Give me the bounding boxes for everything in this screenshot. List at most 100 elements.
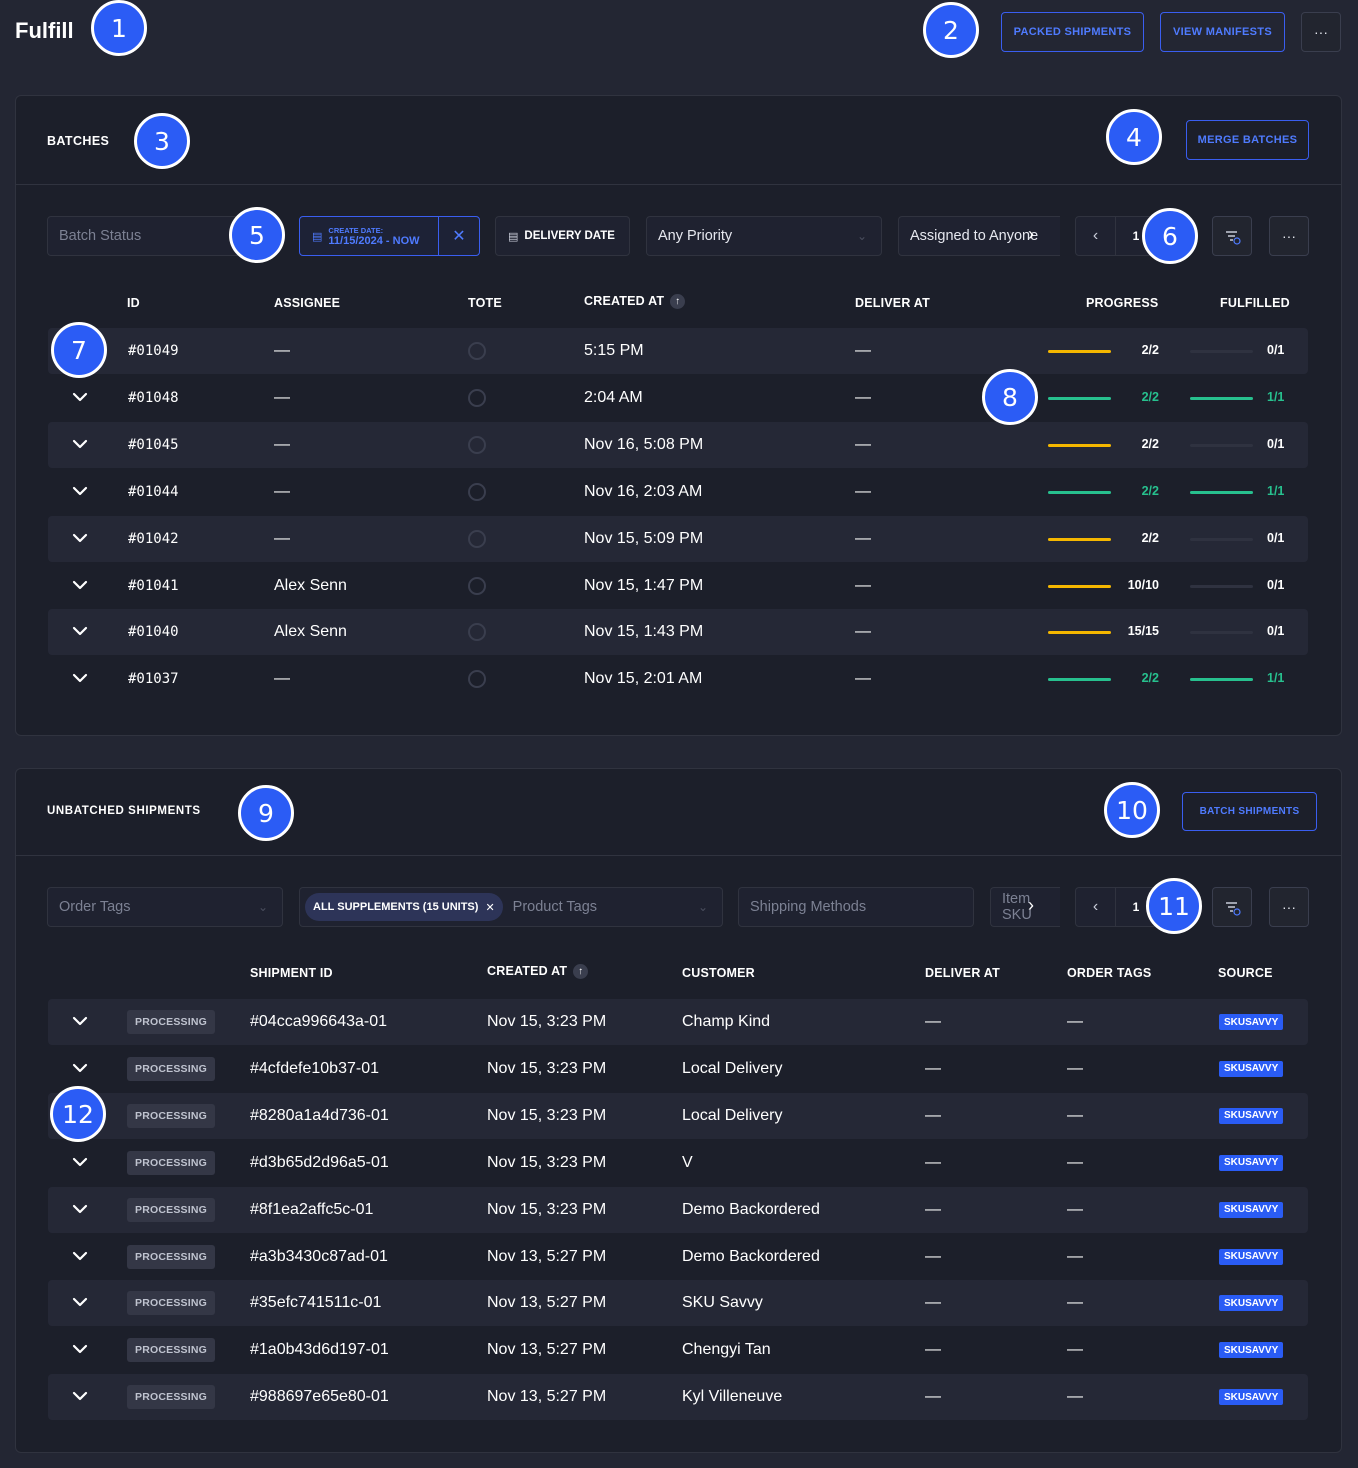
shipping-methods-filter[interactable]: Shipping Methods: [738, 887, 974, 927]
filter-settings-button[interactable]: [1212, 887, 1252, 927]
shipment-row[interactable]: PROCESSING #8f1ea2affc5c-01 Nov 15, 3:23 P…: [48, 1186, 1308, 1233]
batch-id[interactable]: #01048: [128, 389, 179, 406]
shipment-order-tags: —: [1067, 1013, 1083, 1030]
view-manifests-button[interactable]: VIEW MANIFESTS: [1160, 12, 1285, 52]
col-shipment-id[interactable]: SHIPMENT ID: [250, 966, 333, 980]
shipment-id[interactable]: #4cfdefe10b37-01: [250, 1059, 379, 1077]
col-order-tags[interactable]: ORDER TAGS: [1067, 966, 1152, 980]
merge-batches-button[interactable]: MERGE BATCHES: [1186, 120, 1309, 160]
item-sku-filter[interactable]: Item SKU: [990, 887, 1060, 927]
batch-id[interactable]: #01042: [128, 530, 179, 547]
expand-chevron-icon[interactable]: [70, 1246, 90, 1266]
batch-row[interactable]: #01037 — Nov 15, 2:01 AM — 2/2 1/1: [48, 656, 1308, 702]
fulfilled-bar: [1190, 350, 1253, 353]
batch-row[interactable]: #01048 — 2:04 AM — 2/2 1/1: [48, 375, 1308, 421]
unbatched-more-button[interactable]: ···: [1269, 887, 1309, 927]
shipment-customer: Chengyi Tan: [682, 1341, 771, 1359]
batch-shipments-button[interactable]: BATCH SHIPMENTS: [1182, 792, 1317, 831]
packed-shipments-button[interactable]: PACKED SHIPMENTS: [1001, 12, 1144, 52]
shipment-id[interactable]: #35efc741511c-01: [250, 1294, 382, 1312]
assigned-select[interactable]: Assigned to Anyone: [898, 216, 1060, 256]
shipment-id[interactable]: #d3b65d2d96a5-01: [250, 1153, 389, 1171]
create-date-filter[interactable]: ▤ CREATE DATE: 11/15/2024 - NOW ✕: [299, 216, 480, 256]
col-source[interactable]: SOURCE: [1218, 966, 1273, 980]
col-customer[interactable]: CUSTOMER: [682, 966, 755, 980]
col-deliver-at[interactable]: DELIVER AT: [925, 966, 1000, 980]
batch-row[interactable]: #01049 — 5:15 PM — 2/2 0/1: [48, 328, 1308, 374]
shipment-row[interactable]: PROCESSING #4cfdefe10b37-01 Nov 15, 3:23 P…: [48, 1046, 1308, 1092]
batch-status-filter[interactable]: Batch Status: [47, 216, 247, 256]
shipment-customer: SKU Savvy: [682, 1294, 763, 1312]
scroll-right-icon[interactable]: ›: [1028, 224, 1034, 244]
shipment-row[interactable]: PROCESSING #35efc741511c-01 Nov 13, 5:27 P…: [48, 1280, 1308, 1327]
remove-tag-icon[interactable]: ✕: [485, 901, 495, 914]
batch-row[interactable]: #01041 Alex Senn Nov 15, 1:47 PM — 10/10 0/1: [48, 563, 1308, 609]
priority-select[interactable]: Any Priority ⌄: [646, 216, 882, 256]
expand-chevron-icon[interactable]: [70, 434, 90, 454]
batch-id[interactable]: #01045: [128, 436, 179, 453]
shipment-id[interactable]: #04cca996643a-01: [250, 1013, 388, 1030]
filter-settings-button[interactable]: [1212, 216, 1252, 256]
expand-chevron-icon[interactable]: [70, 1199, 90, 1219]
batch-id[interactable]: #01049: [128, 343, 179, 359]
shipment-row[interactable]: PROCESSING #a3b3430c87ad-01 Nov 13, 5:27 P…: [48, 1234, 1308, 1280]
expand-chevron-icon[interactable]: [70, 1386, 90, 1406]
col-deliver-at[interactable]: DELIVER AT: [855, 296, 930, 310]
col-created-at[interactable]: CREATED AT ↑: [584, 294, 686, 310]
batch-id[interactable]: #01040: [128, 624, 179, 641]
batch-created-at: 5:15 PM: [584, 342, 644, 359]
marker-6: 6: [1142, 208, 1198, 264]
expand-chevron-icon[interactable]: [70, 387, 90, 407]
shipment-id[interactable]: #1a0b43d6d197-01: [250, 1341, 389, 1359]
header-more-button[interactable]: ···: [1301, 12, 1341, 52]
shipment-row[interactable]: PROCESSING #1a0b43d6d197-01 Nov 13, 5:27 P…: [48, 1327, 1308, 1373]
col-progress[interactable]: PROGRESS: [1086, 296, 1159, 310]
batch-row[interactable]: #01042 — Nov 15, 5:09 PM — 2/2 0/1: [48, 515, 1308, 562]
expand-chevron-icon[interactable]: [70, 481, 90, 501]
progress-bar-fill: [1048, 631, 1111, 635]
shipment-id[interactable]: #8f1ea2affc5c-01: [250, 1200, 374, 1218]
batches-more-button[interactable]: ···: [1269, 216, 1309, 256]
shipment-row[interactable]: PROCESSING #988697e65e80-01 Nov 13, 5:27 P…: [48, 1374, 1308, 1421]
product-tag-chip[interactable]: ALL SUPPLEMENTS (15 UNITS) ✕: [305, 893, 503, 921]
col-assignee[interactable]: ASSIGNEE: [274, 296, 341, 310]
product-tags-filter[interactable]: ALL SUPPLEMENTS (15 UNITS) ✕ Product Tag…: [299, 887, 723, 927]
col-id[interactable]: ID: [127, 296, 140, 310]
col-fulfilled[interactable]: FULFILLED: [1220, 296, 1290, 310]
delivery-date-filter[interactable]: ▤ DELIVERY DATE: [495, 216, 630, 256]
expand-chevron-icon[interactable]: [70, 621, 90, 641]
expand-chevron-icon[interactable]: [70, 1292, 90, 1312]
shipment-row[interactable]: PROCESSING #d3b65d2d96a5-01 Nov 15, 3:23 P…: [48, 1140, 1308, 1186]
scroll-right-icon[interactable]: ›: [1028, 895, 1034, 915]
prev-page-icon[interactable]: ‹: [1076, 217, 1116, 255]
fulfilled-bar-fill: [1190, 678, 1253, 682]
clear-date-icon[interactable]: ✕: [438, 217, 479, 255]
shipment-id[interactable]: #a3b3430c87ad-01: [250, 1247, 388, 1265]
page-number[interactable]: 1: [1132, 229, 1140, 243]
expand-chevron-icon[interactable]: [70, 528, 90, 548]
batch-id[interactable]: #01041: [128, 577, 179, 594]
expand-chevron-icon[interactable]: [70, 575, 90, 595]
batch-id[interactable]: #01037: [128, 671, 179, 688]
shipment-row[interactable]: PROCESSING #8280a1a4d736-01 Nov 15, 3:23 P…: [48, 1092, 1308, 1139]
batch-id[interactable]: #01044: [128, 483, 179, 500]
shipment-id[interactable]: #8280a1a4d736-01: [250, 1106, 389, 1124]
expand-chevron-icon[interactable]: [70, 1011, 90, 1031]
shipment-id[interactable]: #988697e65e80-01: [250, 1388, 389, 1406]
shipment-row[interactable]: PROCESSING #04cca996643a-01 Nov 15, 3:23 P…: [48, 999, 1308, 1045]
batch-row[interactable]: #01044 — Nov 16, 2:03 AM — 2/2 1/1: [48, 469, 1308, 515]
prev-page-icon[interactable]: ‹: [1076, 888, 1116, 926]
expand-chevron-icon[interactable]: [70, 1058, 90, 1078]
expand-chevron-icon[interactable]: [70, 1339, 90, 1359]
fulfilled-text: 1/1: [1267, 671, 1285, 686]
batch-row[interactable]: #01040 Alex Senn Nov 15, 1:43 PM — 15/15 0/1: [48, 609, 1308, 656]
batch-row[interactable]: #01045 — Nov 16, 5:08 PM — 2/2 0/1: [48, 421, 1308, 468]
shipment-created-at: Nov 15, 3:23 PM: [487, 1200, 607, 1218]
col-created-at[interactable]: CREATED AT ↑: [487, 964, 589, 980]
page-number[interactable]: 1: [1132, 900, 1140, 914]
expand-chevron-icon[interactable]: [70, 668, 90, 688]
order-tags-filter[interactable]: Order Tags ⌄: [47, 887, 283, 927]
shipment-deliver-at: —: [925, 1247, 941, 1265]
col-tote[interactable]: TOTE: [468, 296, 502, 310]
expand-chevron-icon[interactable]: [70, 1152, 90, 1172]
